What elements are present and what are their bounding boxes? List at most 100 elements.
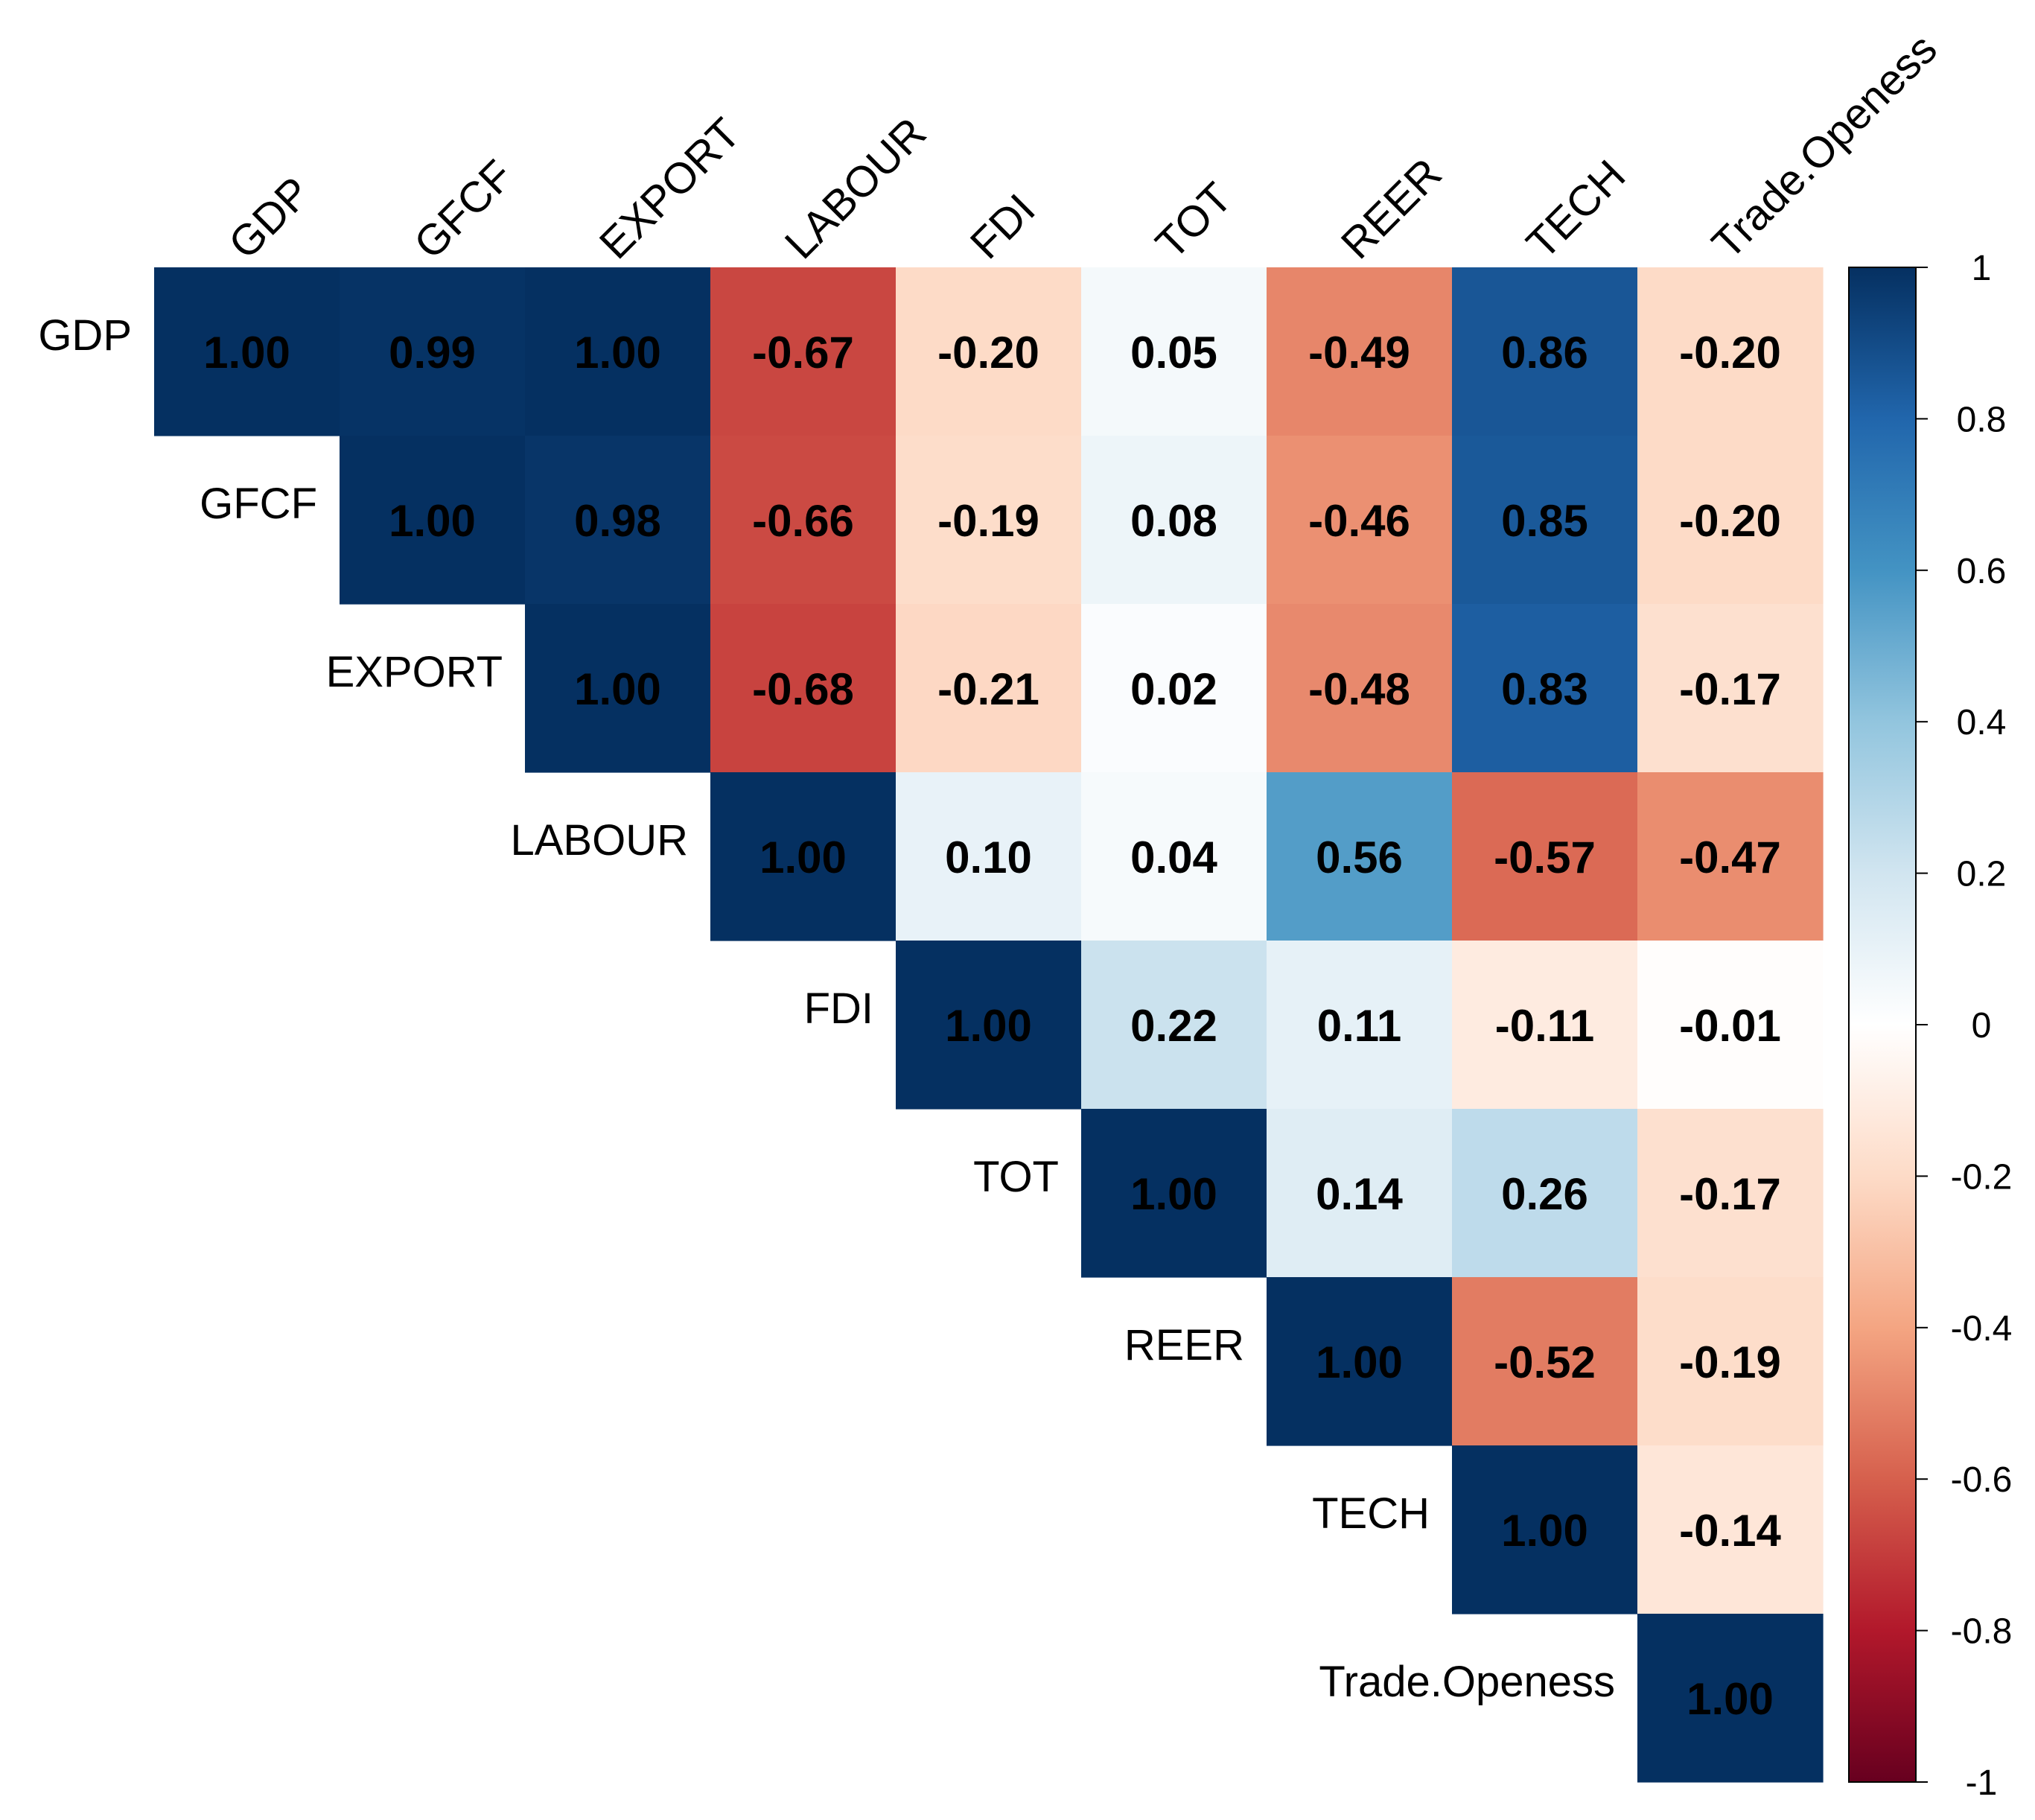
heatmap-cell-EXPORT-FDI bbox=[896, 604, 1082, 773]
cell-value-label: 0.22 bbox=[1130, 1001, 1217, 1051]
cell-value-label: -0.14 bbox=[1679, 1506, 1781, 1556]
heatmap-cell-GDP-TECH bbox=[1452, 267, 1638, 436]
col-label-labour: LABOUR bbox=[776, 109, 936, 269]
heatmap-cell-GFCF-LABOUR bbox=[710, 436, 897, 605]
cell-value-label: 0.10 bbox=[945, 833, 1032, 882]
cell-value-label: 1.00 bbox=[1501, 1506, 1588, 1556]
cell-value-label: -0.67 bbox=[752, 328, 854, 378]
heatmap-cell-FDI-Trade.Openess bbox=[1637, 941, 1824, 1110]
cell-value-label: -0.66 bbox=[752, 496, 854, 546]
cell-value-label: 1.00 bbox=[1687, 1674, 1774, 1724]
cell-value-label: 0.02 bbox=[1130, 664, 1217, 714]
cell-value-label: 0.56 bbox=[1316, 833, 1403, 882]
heatmap-cell-LABOUR-TECH bbox=[1452, 772, 1638, 941]
cell-value-label: 1.00 bbox=[574, 328, 661, 378]
cell-value-label: -0.46 bbox=[1308, 496, 1410, 546]
cell-value-label: -0.19 bbox=[1679, 1337, 1781, 1387]
heatmap-cell-EXPORT-Trade.Openess bbox=[1637, 604, 1824, 773]
heatmap-cell-TOT-TECH bbox=[1452, 1109, 1638, 1278]
heatmap-cell-LABOUR-TOT bbox=[1081, 772, 1267, 941]
cell-value-label: -0.20 bbox=[1679, 328, 1781, 378]
heatmap-cell-FDI-FDI bbox=[896, 941, 1082, 1110]
cell-value-label: 1.00 bbox=[1130, 1169, 1217, 1219]
cell-value-label: -0.68 bbox=[752, 664, 854, 714]
heatmap-cell-EXPORT-REER bbox=[1267, 604, 1453, 773]
heatmap-cells: 1.00 0.99 1.00 -0.67 -0.20 0.05 -0.49 0.86 -0.20… bbox=[154, 267, 1824, 1783]
colorbar-legend: 1 0.8 0.6 0.4 0.2 0 -0.2 -0.4 -0.6 -0.8 -1 bbox=[1848, 249, 2013, 1803]
row-label-labour: LABOUR bbox=[510, 816, 688, 865]
row-label-export: EXPORT bbox=[326, 648, 503, 696]
colorbar-tick-label: 0.8 bbox=[1957, 400, 2007, 439]
heatmap-cell-Trade.Openess-Trade.Openess bbox=[1637, 1614, 1824, 1783]
cell-value-label: 1.00 bbox=[574, 664, 661, 714]
row-labels: GDP GFCF EXPORT LABOUR FDI TOT REER TECH Trade.O… bbox=[38, 311, 1615, 1706]
heatmap-cell-TECH-Trade.Openess bbox=[1637, 1445, 1824, 1614]
heatmap-cell-LABOUR-REER bbox=[1267, 772, 1453, 941]
heatmap-cell-EXPORT-LABOUR bbox=[710, 604, 897, 773]
heatmap-cell-GDP-LABOUR bbox=[710, 267, 897, 436]
cell-value-label: 0.86 bbox=[1501, 328, 1588, 378]
cell-value-label: -0.19 bbox=[937, 496, 1039, 546]
row-label-fdi: FDI bbox=[804, 984, 873, 1033]
col-label-trade-openess: Trade.Openess bbox=[1703, 25, 1946, 268]
heatmap-cell-TOT-TOT bbox=[1081, 1109, 1267, 1278]
cell-value-label: -0.17 bbox=[1679, 664, 1781, 714]
heatmap-cell-FDI-REER bbox=[1267, 941, 1453, 1110]
heatmap-cell-GFCF-TOT bbox=[1081, 436, 1267, 605]
colorbar-tick-label: 0.4 bbox=[1957, 703, 2007, 742]
heatmap-cell-FDI-TECH bbox=[1452, 941, 1638, 1110]
heatmap-cell-GFCF-Trade.Openess bbox=[1637, 436, 1824, 605]
cell-value-label: -0.57 bbox=[1494, 833, 1596, 882]
heatmap-cell-GFCF-REER bbox=[1267, 436, 1453, 605]
cell-value-label: 0.14 bbox=[1316, 1169, 1403, 1219]
row-label-tech: TECH bbox=[1312, 1489, 1430, 1538]
column-labels: GDP GFCF EXPORT LABOUR FDI TOT REER TECH Trade.O… bbox=[220, 25, 1946, 268]
cell-value-label: -0.49 bbox=[1308, 328, 1410, 378]
heatmap-cell-TOT-REER bbox=[1267, 1109, 1453, 1278]
colorbar-tick-label: -0.8 bbox=[1951, 1612, 2013, 1652]
col-label-tech: TECH bbox=[1518, 151, 1635, 269]
cell-value-label: -0.11 bbox=[1495, 1001, 1594, 1051]
cell-value-label: 0.08 bbox=[1130, 496, 1217, 546]
cell-value-label: -0.20 bbox=[937, 328, 1039, 378]
cell-value-label: -0.01 bbox=[1679, 1001, 1781, 1051]
heatmap-cell-GDP-GDP bbox=[154, 267, 340, 436]
heatmap-cell-TECH-TECH bbox=[1452, 1445, 1638, 1614]
row-label-reer: REER bbox=[1124, 1321, 1244, 1369]
heatmap-cell-TOT-Trade.Openess bbox=[1637, 1109, 1824, 1278]
cell-value-label: 0.99 bbox=[389, 328, 476, 378]
row-label-gfcf: GFCF bbox=[200, 480, 317, 528]
cell-value-label: 1.00 bbox=[203, 328, 290, 378]
heatmap-cell-EXPORT-TECH bbox=[1452, 604, 1638, 773]
cell-value-label: 1.00 bbox=[759, 833, 847, 882]
heatmap-cell-GDP-REER bbox=[1267, 267, 1453, 436]
heatmap-cell-LABOUR-Trade.Openess bbox=[1637, 772, 1824, 941]
col-label-reer: REER bbox=[1332, 149, 1451, 268]
row-label-gdp: GDP bbox=[38, 311, 132, 360]
cell-value-label: 0.04 bbox=[1130, 833, 1217, 882]
heatmap-cell-EXPORT-TOT bbox=[1081, 604, 1267, 773]
cell-value-label: 0.05 bbox=[1130, 328, 1217, 378]
colorbar-tick-label: -0.4 bbox=[1951, 1309, 2013, 1349]
heatmap-cell-EXPORT-EXPORT bbox=[525, 604, 711, 773]
heatmap-cell-GFCF-EXPORT bbox=[525, 436, 711, 605]
heatmap-cell-FDI-TOT bbox=[1081, 941, 1267, 1110]
cell-value-label: -0.48 bbox=[1308, 664, 1410, 714]
heatmap-cell-GFCF-TECH bbox=[1452, 436, 1638, 605]
cell-value-label: -0.17 bbox=[1679, 1169, 1781, 1219]
cell-value-label: -0.20 bbox=[1679, 496, 1781, 546]
cell-value-label: 1.00 bbox=[1316, 1337, 1403, 1387]
row-label-tot: TOT bbox=[973, 1153, 1059, 1201]
colorbar-tick-label: 1 bbox=[1972, 249, 1992, 288]
colorbar-tick-label: -1 bbox=[1966, 1763, 1998, 1803]
heatmap-cell-GDP-TOT bbox=[1081, 267, 1267, 436]
cell-value-label: 1.00 bbox=[389, 496, 476, 546]
colorbar-tick-label: 0 bbox=[1972, 1006, 1992, 1046]
cell-value-label: 0.26 bbox=[1501, 1169, 1588, 1219]
cell-value-label: -0.47 bbox=[1679, 833, 1781, 882]
heatmap-cell-GDP-FDI bbox=[896, 267, 1082, 436]
colorbar-tick-label: 0.6 bbox=[1957, 552, 2007, 591]
heatmap-cell-GDP-GFCF bbox=[340, 267, 526, 436]
colorbar-tick-label: -0.6 bbox=[1951, 1460, 2013, 1500]
col-label-gdp: GDP bbox=[220, 168, 320, 268]
